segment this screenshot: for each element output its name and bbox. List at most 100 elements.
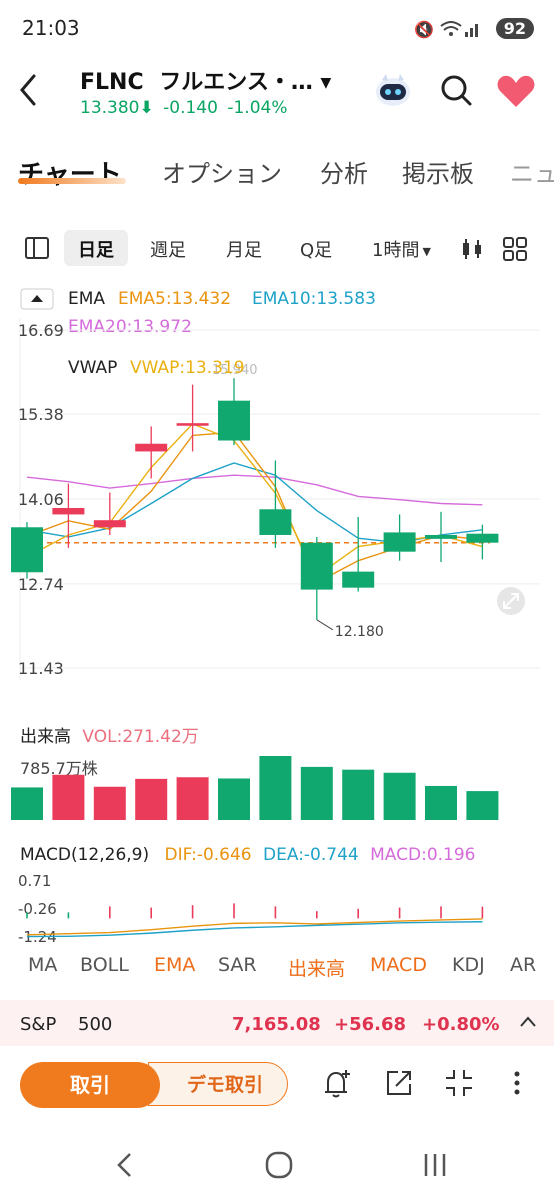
candle-body [93, 520, 126, 528]
indicator-ema[interactable]: EMA [154, 954, 196, 976]
company-name: フルエンス・… [159, 70, 313, 95]
indicator-ma[interactable]: MA [28, 954, 58, 976]
ema10-line [26, 462, 483, 544]
expand-chart-icon[interactable] [497, 587, 525, 615]
last-price: 13.380 [80, 98, 140, 118]
ticker-symbol: FLNC [80, 70, 144, 95]
index-ticker-bar[interactable]: S&P 500 7,165.08 +56.68 +0.80% [0, 1000, 554, 1046]
ema10-value: EMA10:13.583 [252, 289, 376, 309]
wifi-icon [440, 20, 462, 42]
vwap-value: VWAP:13.319 [130, 358, 245, 378]
section-tabs: チャート オプション 分析 掲示板 ニュ [0, 148, 554, 198]
macd-value: MACD:0.196 [370, 845, 476, 865]
macd-dif-line [26, 918, 483, 936]
candlestick-type-icon[interactable] [460, 236, 484, 262]
bottom-action-bar: デモ取引 取引 [0, 1056, 554, 1116]
volume-bar [259, 756, 292, 820]
candle-body [176, 423, 209, 426]
indicator-volume[interactable]: 出来高 [288, 958, 346, 980]
more-vertical-icon[interactable] [500, 1066, 534, 1100]
favorite-heart-icon[interactable] [496, 72, 536, 110]
indicator-kdj[interactable]: KDJ [452, 954, 485, 976]
macd-axis-tick: -0.26 [18, 900, 57, 918]
timeframe-monthly[interactable]: 月足 [226, 240, 262, 261]
volume-chart[interactable] [0, 748, 554, 824]
tab-chart[interactable]: チャート [18, 160, 122, 190]
candle-body [218, 400, 250, 441]
volume-legend: 出来高 VOL:271.42万 [20, 722, 199, 747]
volume-title: 出来高 [20, 727, 71, 747]
stock-header: FLNC フルエンス・… ▼ 13.380⬇ -0.140 -1.04% [0, 56, 554, 126]
system-nav-bar [0, 1140, 554, 1200]
timeframe-active-bg [64, 230, 128, 266]
collapse-legend-icon[interactable] [20, 288, 54, 310]
volume-max-label: 785.7万株 [20, 759, 98, 778]
timeframe-weekly[interactable]: 週足 [150, 240, 186, 261]
layout-grid-icon[interactable] [502, 236, 528, 262]
volume-bar [383, 772, 416, 820]
indicator-macd[interactable]: MACD [370, 954, 427, 976]
chevron-up-icon[interactable] [518, 1014, 538, 1030]
demo-trade-button[interactable]: デモ取引 [148, 1062, 288, 1106]
volume-bar [135, 778, 168, 820]
add-alert-bell-icon[interactable] [320, 1066, 354, 1100]
ai-assistant-icon[interactable] [372, 70, 414, 110]
tab-options[interactable]: オプション [162, 160, 282, 188]
max-price-label: 15.940 [212, 363, 258, 378]
nav-recents-icon[interactable] [420, 1150, 450, 1180]
sidebar-toggle-icon[interactable] [24, 236, 50, 260]
index-value: 7,165.08 [232, 1014, 321, 1035]
status-bar: 21:03 🔇 92 [0, 0, 554, 56]
index-change-pct: +0.80% [422, 1014, 500, 1035]
price-change: -0.140 [163, 98, 218, 118]
macd-axis-tick: 0.71 [18, 872, 51, 890]
trade-button[interactable]: 取引 [20, 1062, 160, 1108]
price-axis-tick: 15.38 [18, 405, 64, 424]
indicator-ar[interactable]: AR [510, 954, 537, 976]
candle-body [425, 534, 457, 539]
volume-bar [11, 787, 43, 820]
price-axis-tick: 14.06 [18, 490, 64, 509]
stock-title[interactable]: FLNC フルエンス・… ▼ [80, 64, 331, 96]
tab-news[interactable]: ニュ [510, 160, 554, 188]
volume-bar [218, 778, 250, 820]
timeframe-daily[interactable]: 日足 [78, 240, 114, 261]
collapse-fullscreen-icon[interactable] [442, 1066, 476, 1100]
timeframe-hourly[interactable]: 1時間 ▼ [372, 236, 431, 262]
dropdown-triangle-icon: ▼ [320, 75, 332, 91]
nav-back-icon[interactable] [112, 1150, 138, 1180]
share-icon[interactable] [382, 1066, 416, 1100]
indicator-sar[interactable]: SAR [218, 954, 257, 976]
candle-body [300, 542, 333, 590]
status-time: 21:03 [22, 16, 80, 40]
candle-body [342, 571, 375, 588]
price-change-pct: -1.04% [227, 98, 288, 118]
timeframe-bar: 日足 週足 月足 Q足 1時間 ▼ [0, 228, 554, 270]
volume-bar [466, 791, 499, 820]
volume-bar [52, 774, 85, 820]
search-icon[interactable] [438, 72, 474, 108]
vwap-title: VWAP [68, 358, 117, 378]
tab-analysis[interactable]: 分析 [320, 160, 368, 188]
ema-legend: EMA EMA5:13.432 EMA10:13.583 EMA20:13.97… [0, 288, 554, 348]
index-change: +56.68 [334, 1014, 407, 1035]
nav-home-icon[interactable] [264, 1150, 294, 1180]
volume-bar [300, 766, 333, 820]
price-axis-tick: 16.69 [18, 321, 64, 340]
candle-body [466, 533, 499, 543]
macd-chart[interactable]: 0.71-0.26-1.24 [0, 870, 554, 946]
back-arrow-icon[interactable] [14, 70, 44, 110]
timeframe-quarterly[interactable]: Q足 [300, 240, 333, 261]
indicator-boll[interactable]: BOLL [80, 954, 129, 976]
macd-title: MACD(12,26,9) [20, 845, 150, 865]
timeframe-hourly-label: 1時間 [372, 240, 420, 261]
price-axis-tick: 11.43 [18, 659, 64, 678]
ema5-value: EMA5:13.432 [118, 289, 232, 309]
min-label-pointer [316, 619, 334, 631]
price-quote: 13.380⬇ -0.140 -1.04% [80, 98, 288, 118]
tab-board[interactable]: 掲示板 [402, 160, 474, 188]
macd-legend: MACD(12,26,9) DIF:-0.646 DEA:-0.744 MACD… [20, 845, 476, 865]
ema20-value: EMA20:13.972 [68, 317, 192, 337]
caret-down-icon: ▼ [422, 244, 431, 258]
